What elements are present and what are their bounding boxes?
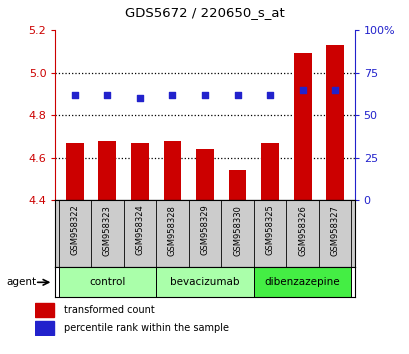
Point [266,92,273,97]
Text: GSM958324: GSM958324 [135,205,144,256]
Bar [156,267,253,297]
Point [169,92,175,97]
Text: transformed count: transformed count [63,306,154,315]
Bar [35,321,54,335]
Bar [228,170,246,200]
Bar [58,267,156,297]
Text: GSM958325: GSM958325 [265,205,274,256]
Bar [293,53,311,200]
Point [136,95,143,101]
Text: percentile rank within the sample: percentile rank within the sample [63,323,228,333]
Bar [66,143,83,200]
Point [201,92,208,97]
Text: GDS5672 / 220650_s_at: GDS5672 / 220650_s_at [125,6,284,19]
Text: GSM958330: GSM958330 [232,205,241,256]
Point [104,92,110,97]
Bar [261,143,279,200]
Bar [163,141,181,200]
Point [299,87,305,92]
Bar [196,149,213,200]
Point [72,92,78,97]
Bar [253,267,351,297]
Point [331,87,337,92]
Bar [98,141,116,200]
Text: control: control [89,277,125,287]
Bar [326,45,343,200]
Text: GSM958323: GSM958323 [103,205,112,256]
Text: bevacizumab: bevacizumab [170,277,239,287]
Bar [130,143,148,200]
Text: GSM958326: GSM958326 [297,205,306,256]
Text: GSM958328: GSM958328 [168,205,177,256]
Bar [35,303,54,317]
Text: GSM958322: GSM958322 [70,205,79,256]
Text: GSM958329: GSM958329 [200,205,209,256]
Text: GSM958327: GSM958327 [330,205,339,256]
Text: agent: agent [6,277,36,287]
Point [234,92,240,97]
Text: dibenzazepine: dibenzazepine [264,277,339,287]
